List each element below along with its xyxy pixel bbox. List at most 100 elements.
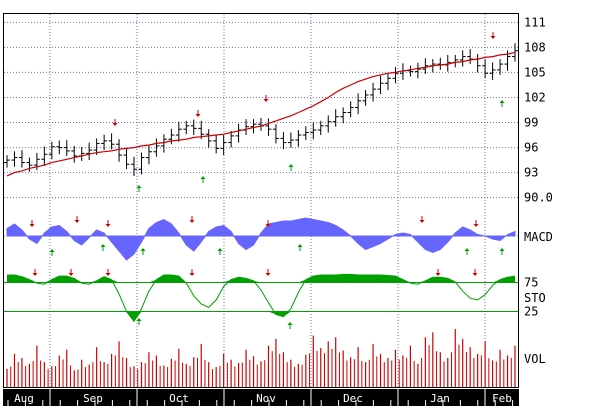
price-bar — [347, 101, 354, 118]
price-tick-label: 105 — [524, 65, 546, 79]
price-bar — [131, 156, 137, 176]
price-bar — [370, 82, 377, 102]
price-bar — [18, 150, 25, 168]
price-bar — [287, 132, 294, 148]
arrow-head — [473, 224, 479, 227]
price-bar — [71, 145, 78, 163]
price-bar — [138, 152, 145, 175]
arrow-head — [136, 318, 142, 321]
buy-arrow-icon — [217, 248, 223, 255]
arrow-head — [189, 220, 195, 223]
price-bar — [108, 133, 115, 150]
month-label: Aug — [14, 392, 34, 405]
price-bar — [11, 151, 18, 167]
buy-arrow-icon — [49, 249, 55, 256]
price-bar — [385, 73, 391, 90]
price-tick-label: 96 — [524, 141, 538, 155]
arrow-head — [265, 224, 271, 227]
price-bar — [26, 157, 33, 172]
month-label: Oct — [169, 392, 189, 405]
arrow-head — [435, 273, 441, 276]
stochastic-oversold-fill — [7, 311, 515, 322]
buy-arrow-icon — [136, 318, 142, 325]
stochastic-panel — [4, 273, 518, 323]
arrow-head — [499, 100, 505, 103]
sell-arrow-icon — [419, 216, 425, 223]
price-bar — [467, 49, 474, 65]
price-bar — [497, 59, 504, 75]
buy-arrow-icon — [288, 164, 294, 171]
price-bar — [228, 130, 235, 148]
arrow-head — [105, 224, 111, 227]
month-label: Sep — [83, 392, 103, 405]
price-bar — [407, 65, 414, 77]
sell-arrow-icon — [472, 269, 478, 276]
macd-histogram — [6, 217, 516, 261]
price-bar — [422, 58, 429, 75]
arrow-head — [297, 244, 303, 247]
sell-arrow-icon — [263, 95, 269, 102]
sell-arrow-icon — [490, 32, 496, 39]
price-bar — [145, 145, 152, 165]
arrow-head — [32, 273, 38, 276]
arrow-head — [195, 114, 201, 117]
price-bar — [414, 62, 421, 79]
month-label: Feb — [492, 392, 512, 405]
price-bar — [317, 120, 324, 136]
arrow-head — [74, 220, 80, 223]
buy-arrow-icon — [200, 176, 206, 183]
macd-label: MACD — [524, 230, 553, 244]
volume-panel — [6, 329, 516, 387]
arrow-head — [112, 123, 118, 126]
sell-arrow-icon — [112, 119, 118, 126]
price-bar — [325, 115, 332, 133]
price-tick-label: 99 — [524, 116, 538, 130]
price-bar — [340, 107, 347, 124]
arrow-head — [464, 248, 470, 251]
stochastic-overbought-fill — [7, 274, 515, 283]
price-bar — [437, 57, 444, 70]
price-bar — [243, 119, 250, 136]
price-bar — [116, 139, 123, 162]
arrow-head — [189, 273, 195, 276]
arrow-head — [490, 36, 496, 39]
price-tick-label: 93 — [524, 166, 538, 180]
arrow-head — [29, 224, 35, 227]
price-bar — [183, 120, 190, 135]
price-bar — [63, 140, 70, 156]
price-bar — [168, 128, 175, 145]
stochastic-label: STO — [524, 291, 546, 305]
price-bar — [272, 124, 279, 144]
buy-arrow-icon — [297, 244, 303, 251]
price-tick-label: 90.0 — [524, 191, 553, 205]
buy-arrow-icon — [140, 248, 146, 255]
price-bar — [452, 54, 459, 68]
price-bar — [310, 122, 317, 140]
moving-average-line — [6, 51, 516, 177]
price-bar — [482, 59, 489, 79]
price-bar — [4, 155, 10, 168]
month-label: Nov — [256, 392, 276, 405]
buy-arrow-icon — [464, 248, 470, 255]
price-bar — [377, 75, 384, 95]
arrow-head — [472, 273, 478, 276]
sell-arrow-icon — [74, 216, 80, 223]
price-bar — [56, 140, 63, 155]
arrow-head — [100, 244, 106, 247]
price-bar — [332, 109, 339, 127]
sell-arrow-icon — [189, 216, 195, 223]
price-bar — [265, 118, 272, 136]
sell-arrow-icon — [105, 220, 111, 227]
macd-panel — [6, 217, 516, 261]
price-bar — [86, 142, 93, 161]
month-axis: Aug Sep Oct Nov Dec Jan Feb — [3, 389, 519, 406]
price-bar — [355, 93, 362, 115]
price-bar — [280, 132, 287, 150]
stochastic-level-label: 25 — [524, 305, 538, 319]
price-panel — [4, 43, 518, 177]
price-bar — [474, 54, 481, 73]
buy-arrow-icon — [499, 100, 505, 107]
arrow-head — [200, 176, 206, 179]
